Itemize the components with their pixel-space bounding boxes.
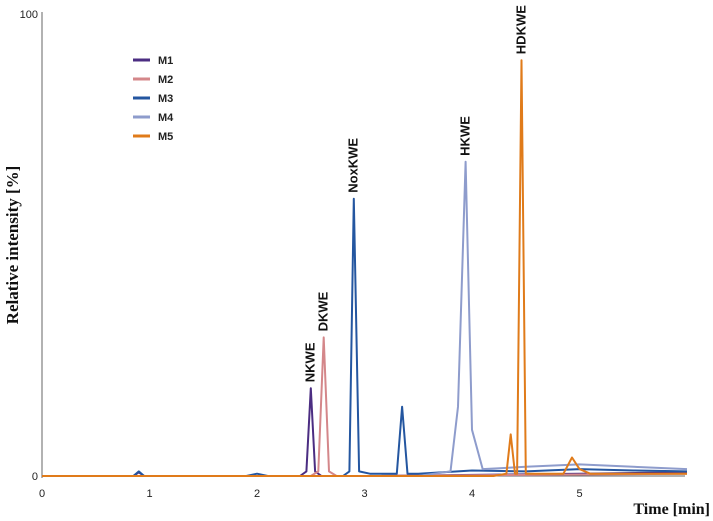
legend-label: M5 [158,131,173,143]
axes [41,12,685,478]
y-tick-labels: 0 100 [20,9,38,483]
x-tick-label: 2 [254,488,260,500]
legend-label: M3 [158,93,173,105]
peak-label: HDKWE [513,5,528,54]
series-line-m1 [42,387,688,477]
series-line-m4 [42,160,688,477]
x-tick-label: 5 [576,488,582,500]
y-tick-label: 100 [20,9,38,21]
peak-labels: NKWE DKWE NoxKWE HKWE HDKWE [303,5,529,382]
legend-label: M1 [158,55,173,67]
legend-label: M2 [158,74,173,86]
legend-label: M4 [158,112,174,124]
x-tick-label: 0 [39,488,45,500]
series-line-m5 [42,59,687,477]
series-line-m3 [42,197,688,477]
y-tick-label: 0 [32,471,38,483]
x-tick-label: 3 [361,488,367,500]
legend: M1 M2 M3 M4 M5 [133,55,174,143]
x-tick-label: 4 [469,488,475,500]
peak-label: NoxKWE [346,138,361,193]
peak-label: DKWE [316,291,331,331]
x-axis-title: Time [min] [633,501,710,518]
x-tick-label: 1 [146,488,152,500]
x-tick-labels: 0 1 2 3 4 5 [39,488,583,500]
series-lines [42,59,688,477]
y-axis-title: Relative intensity [%] [3,166,22,325]
series-line-m2 [42,336,688,477]
peak-label: NKWE [303,342,318,382]
peak-label: HKWE [458,116,473,156]
